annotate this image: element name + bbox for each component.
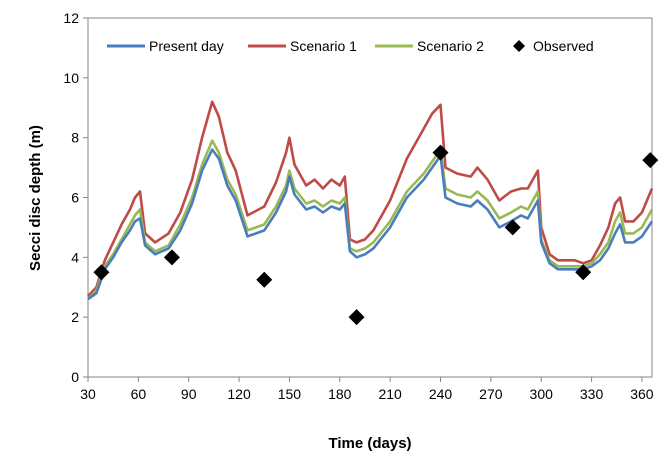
x-tick-label: 150 [278,386,302,402]
y-axis-label: Secci disc depth (m) [27,125,44,271]
observed-point [432,144,449,161]
x-tick-label: 180 [328,386,352,402]
y-tick-labels: 0 2 4 6 8 10 12 [63,10,88,385]
legend-label: Present day [149,38,224,54]
observed-point [93,264,110,281]
observed-point [642,152,659,169]
legend-observed-marker [513,40,525,52]
y-tick-label: 4 [71,249,79,265]
x-tick-label: 60 [131,386,147,402]
y-tick-label: 8 [71,130,79,146]
observed-point [256,271,273,288]
plot-area [87,17,653,378]
y-tick-label: 6 [71,190,79,206]
y-tick-label: 0 [71,369,79,385]
x-tick-label: 240 [429,386,453,402]
x-tick-label: 360 [630,386,654,402]
observed-point [504,219,521,236]
x-tick-labels: 30 60 90 120 150 180 210 240 270 300 330 360 [80,377,654,402]
x-tick-label: 270 [479,386,503,402]
legend-label: Scenario 2 [417,38,484,54]
observed-layer [93,144,659,326]
x-tick-label: 90 [181,386,197,402]
observed-point [348,309,365,326]
x-tick-label: 210 [378,386,402,402]
x-tick-label: 30 [80,386,96,402]
legend: Present day Scenario 1 Scenario 2 Observed [107,38,594,54]
x-tick-label: 330 [580,386,604,402]
y-tick-label: 12 [63,10,79,26]
y-tick-label: 2 [71,309,79,325]
series-line-0 [87,148,654,301]
legend-label: Scenario 1 [290,38,357,54]
legend-label: Observed [533,38,594,54]
x-axis-label: Time (days) [328,435,411,452]
observed-point [163,249,180,266]
series-layer [87,100,654,301]
series-line-2 [87,139,654,301]
observed-point [575,264,592,281]
plot-frame [87,17,653,378]
series-line-1 [87,100,654,298]
x-tick-label: 300 [530,386,554,402]
y-tick-label: 10 [63,70,79,86]
x-tick-label: 120 [227,386,251,402]
